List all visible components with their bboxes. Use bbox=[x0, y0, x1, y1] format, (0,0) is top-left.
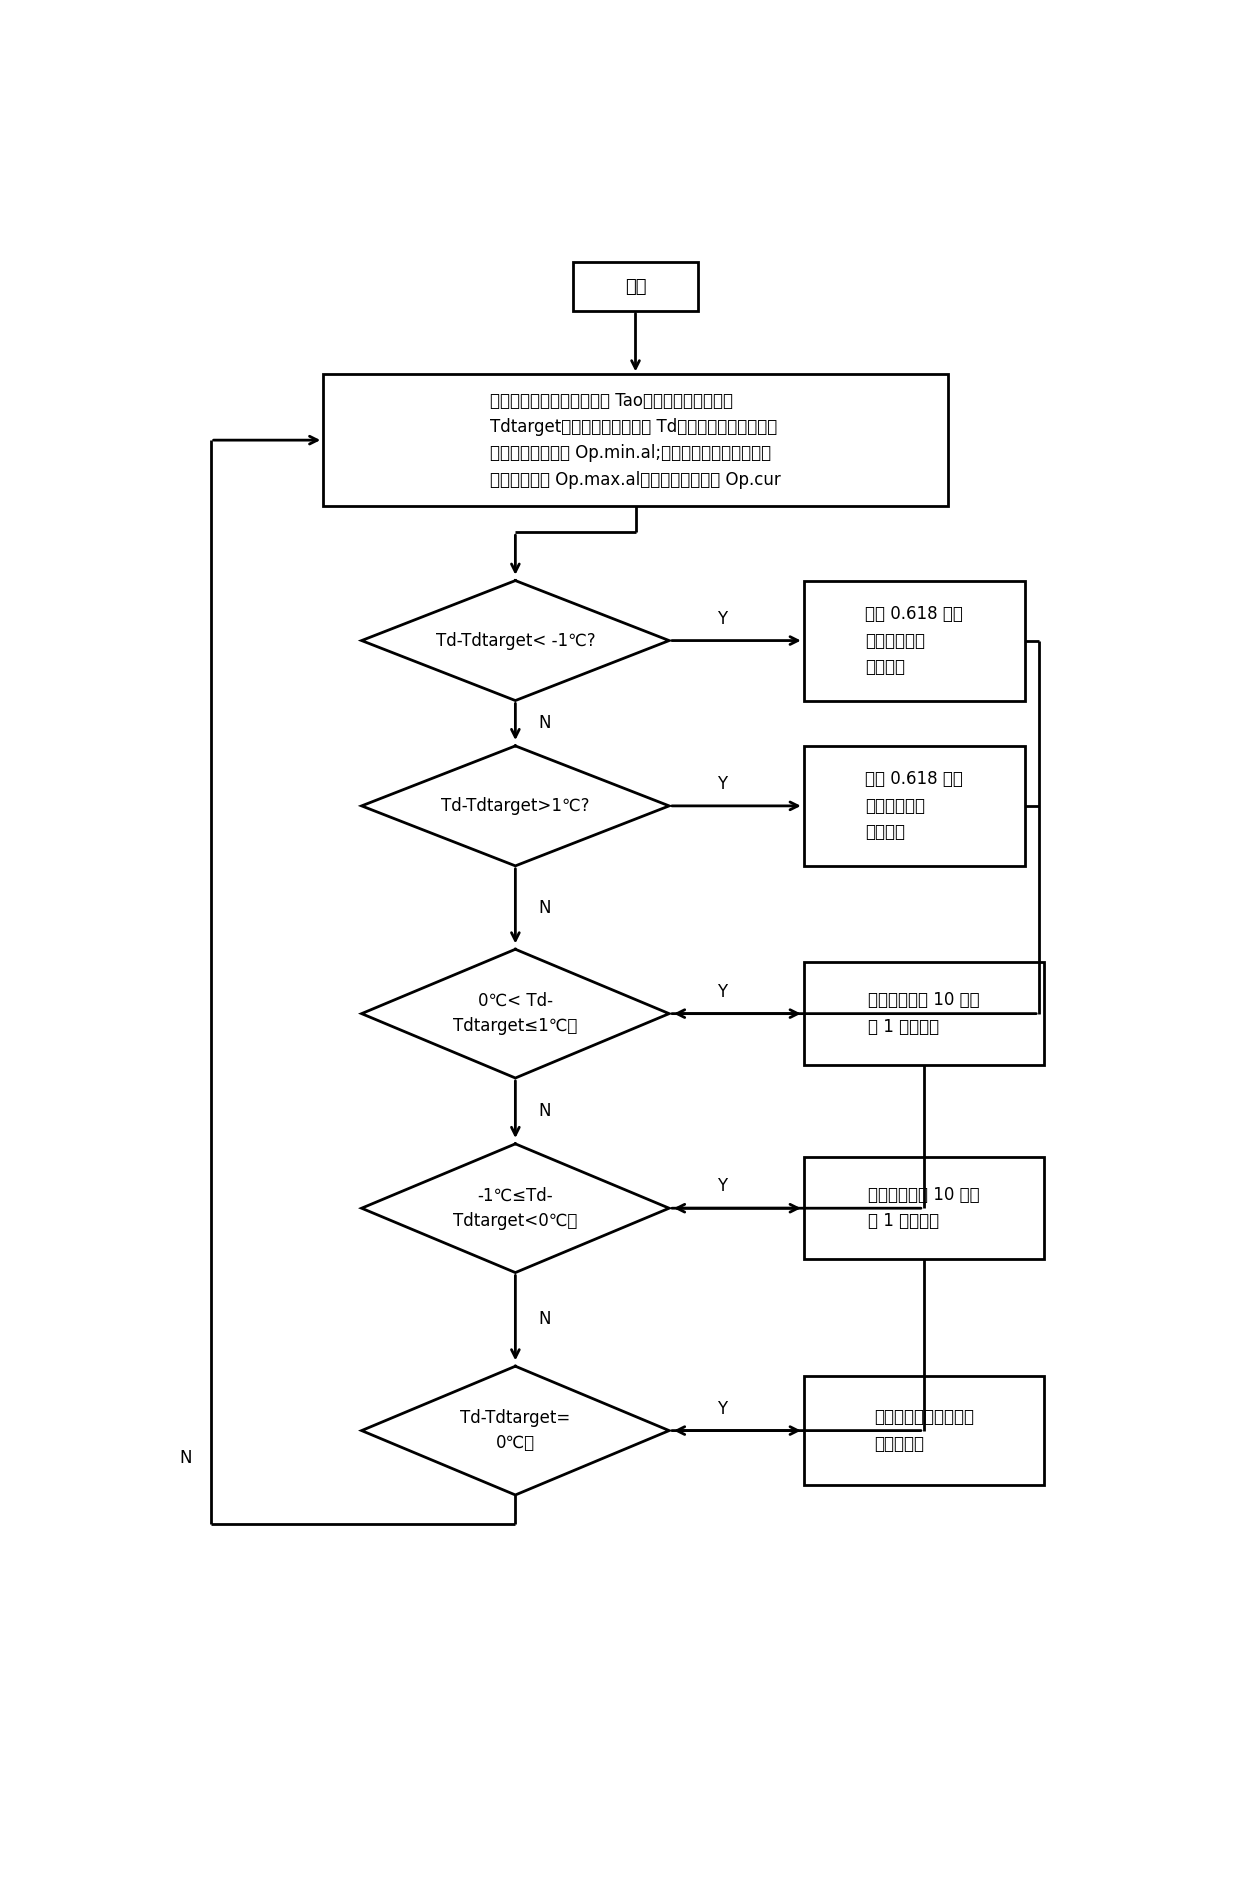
Text: N: N bbox=[179, 1450, 191, 1467]
Text: Y: Y bbox=[717, 1178, 727, 1195]
Text: 电子膨胀阀每 10 秒关
阀 1 脉冲角度: 电子膨胀阀每 10 秒关 阀 1 脉冲角度 bbox=[868, 1186, 980, 1231]
Text: Y: Y bbox=[717, 982, 727, 1001]
Text: Td-Tdtarget< -1℃?: Td-Tdtarget< -1℃? bbox=[435, 631, 595, 650]
Text: 0℃< Td-
Tdtarget≤1℃？: 0℃< Td- Tdtarget≤1℃？ bbox=[453, 992, 578, 1036]
Bar bbox=[804, 963, 1044, 1064]
Bar bbox=[324, 374, 947, 505]
Text: Y: Y bbox=[717, 775, 727, 792]
Polygon shape bbox=[362, 1366, 670, 1495]
Text: 电子膨胀阀不动作（停
止阀调节）: 电子膨胀阀不动作（停 止阀调节） bbox=[874, 1408, 973, 1454]
Bar bbox=[573, 262, 698, 312]
Text: 电子膨胀阀每 10 秒开
阀 1 脉冲角度: 电子膨胀阀每 10 秒开 阀 1 脉冲角度 bbox=[868, 992, 980, 1036]
Bar bbox=[804, 747, 1024, 866]
Polygon shape bbox=[362, 1144, 670, 1273]
Text: 采用 0.618 控制
法控制电子膨
胀阀关阀: 采用 0.618 控制 法控制电子膨 胀阀关阀 bbox=[866, 606, 963, 676]
Text: 读取当前检测到的环境温度 Tao，确定目标排气温度
Tdtarget；读取当前排气温度 Td；读取当前环境温度范
围内的最小阀开度 Op.min.al;读取当前: 读取当前检测到的环境温度 Tao，确定目标排气温度 Tdtarget；读取当前排… bbox=[490, 391, 781, 488]
Polygon shape bbox=[362, 950, 670, 1077]
Polygon shape bbox=[362, 581, 670, 701]
Text: N: N bbox=[538, 1311, 551, 1328]
Bar bbox=[804, 581, 1024, 701]
Text: Td-Tdtarget=
0℃？: Td-Tdtarget= 0℃？ bbox=[460, 1410, 570, 1452]
Bar bbox=[804, 1157, 1044, 1260]
Text: Y: Y bbox=[717, 1400, 727, 1417]
Text: Y: Y bbox=[717, 610, 727, 627]
Bar bbox=[804, 1376, 1044, 1486]
Text: 采用 0.618 控制
法控制电子膨
胀阀开阀: 采用 0.618 控制 法控制电子膨 胀阀开阀 bbox=[866, 771, 963, 842]
Text: Td-Tdtarget>1℃?: Td-Tdtarget>1℃? bbox=[441, 796, 590, 815]
Text: -1℃≤Td-
Tdtarget<0℃？: -1℃≤Td- Tdtarget<0℃？ bbox=[453, 1188, 578, 1229]
Text: N: N bbox=[538, 714, 551, 732]
Text: N: N bbox=[538, 899, 551, 916]
Text: N: N bbox=[538, 1102, 551, 1119]
Polygon shape bbox=[362, 747, 670, 866]
Text: 开始: 开始 bbox=[625, 277, 646, 296]
